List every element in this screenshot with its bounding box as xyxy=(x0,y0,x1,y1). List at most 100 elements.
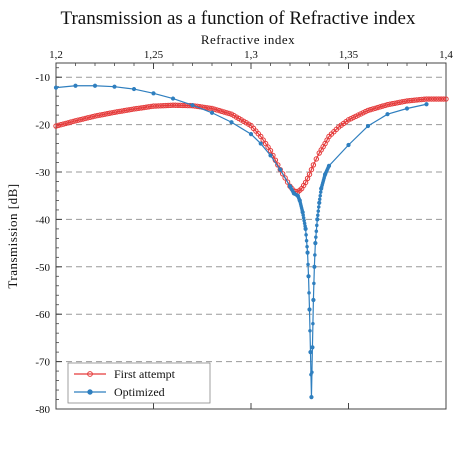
data-point xyxy=(148,103,154,110)
data-point xyxy=(104,111,110,117)
data-point xyxy=(399,99,405,105)
data-point xyxy=(305,244,309,249)
data-point xyxy=(314,235,318,239)
data-point xyxy=(151,91,156,96)
data-point xyxy=(282,175,288,181)
data-point xyxy=(143,104,149,110)
data-point xyxy=(67,119,74,125)
data-point xyxy=(73,83,78,88)
data-point xyxy=(265,144,271,150)
data-point xyxy=(92,113,98,119)
data-point xyxy=(268,153,273,158)
data-point xyxy=(313,241,318,245)
data-point xyxy=(414,97,420,103)
data-point xyxy=(63,120,69,127)
data-point xyxy=(97,112,103,118)
data-point xyxy=(119,108,125,114)
data-point xyxy=(229,120,234,125)
x-tick-label: 1,3 xyxy=(244,49,258,61)
y-tick-label: -10 xyxy=(35,72,50,84)
data-point xyxy=(416,97,422,103)
data-point xyxy=(308,350,313,354)
data-point xyxy=(277,166,283,173)
data-point xyxy=(306,171,313,178)
data-point xyxy=(318,193,323,198)
axes: 1,2 1,25 1,3 1,35 1,4 -10 -20 -30 -40 -50 -60 -70 -8… xyxy=(35,49,453,416)
data-point xyxy=(209,110,215,115)
data-point xyxy=(248,131,254,137)
data-point xyxy=(123,107,130,113)
data-point xyxy=(223,110,230,116)
data-point xyxy=(136,105,142,111)
data-point xyxy=(111,109,118,115)
data-point xyxy=(389,101,396,107)
data-point xyxy=(221,109,227,115)
data-point xyxy=(114,109,120,115)
data-point xyxy=(346,142,351,148)
data-point xyxy=(316,209,321,213)
data-point xyxy=(310,162,317,168)
data-point xyxy=(304,238,309,243)
data-point xyxy=(411,97,418,103)
data-point xyxy=(206,105,213,111)
data-point xyxy=(70,118,76,125)
data-point xyxy=(214,107,220,113)
data-point xyxy=(72,118,79,124)
data-point xyxy=(404,98,410,104)
data-point xyxy=(55,122,62,129)
data-point xyxy=(121,107,127,114)
data-point xyxy=(303,227,308,231)
data-point xyxy=(370,106,376,112)
x-tick-label: 1,25 xyxy=(144,49,164,61)
data-point xyxy=(58,122,64,128)
data-point xyxy=(128,106,135,113)
data-point xyxy=(92,83,98,88)
data-point xyxy=(382,102,388,109)
data-point xyxy=(226,110,232,117)
data-point xyxy=(112,84,117,89)
y-tick-label: -20 xyxy=(35,120,50,132)
data-point xyxy=(310,370,314,375)
data-point xyxy=(313,253,317,257)
data-point xyxy=(307,307,312,312)
data-point xyxy=(377,104,383,110)
data-point xyxy=(307,291,311,295)
series-optimized xyxy=(53,83,429,400)
data-point xyxy=(424,102,429,107)
data-point xyxy=(365,107,371,114)
data-point xyxy=(367,106,374,113)
data-point xyxy=(99,111,106,118)
y-tick-label: -40 xyxy=(35,214,50,226)
y-axis-label: Transmission [dB] xyxy=(5,183,20,288)
y-tick-label: -50 xyxy=(35,262,50,274)
grid-lines xyxy=(56,76,446,363)
data-point xyxy=(131,86,137,92)
y-tick-label: -30 xyxy=(35,167,50,179)
legend-label: First attempt xyxy=(114,367,176,381)
data-point xyxy=(106,110,113,116)
data-point xyxy=(311,321,315,326)
data-point xyxy=(258,133,264,140)
series-first-attempt xyxy=(53,96,449,195)
data-point xyxy=(94,112,101,119)
data-point xyxy=(401,98,408,105)
data-point xyxy=(138,105,145,111)
data-point xyxy=(396,99,403,106)
data-point xyxy=(87,114,93,120)
data-point xyxy=(60,121,67,127)
data-point xyxy=(392,100,398,106)
data-point xyxy=(53,123,59,129)
data-point xyxy=(312,281,316,286)
data-point xyxy=(211,106,218,112)
data-point xyxy=(406,97,413,104)
data-point xyxy=(308,328,312,333)
data-point xyxy=(304,233,308,237)
data-point xyxy=(309,395,314,399)
legend-box xyxy=(67,362,211,404)
data-point xyxy=(262,140,269,147)
data-point xyxy=(327,164,331,168)
data-point xyxy=(315,223,319,228)
y-tick-label: -60 xyxy=(35,309,50,321)
data-point xyxy=(312,265,317,269)
